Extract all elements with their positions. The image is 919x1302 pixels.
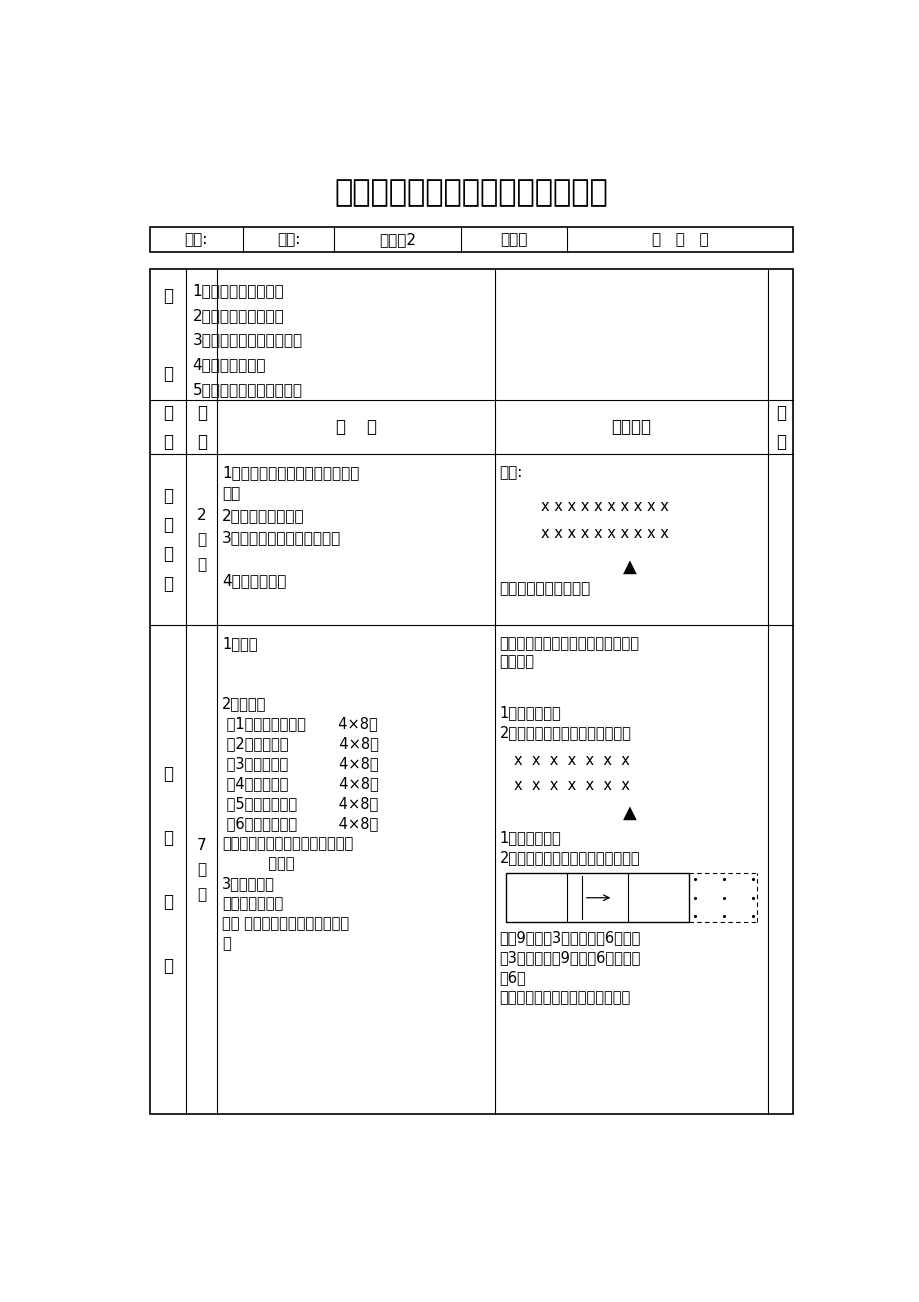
Text: 慢跑两圈: 慢跑两圈 (499, 655, 534, 669)
Text: 性: 性 (221, 936, 231, 952)
Text: 人数: 人数 (221, 487, 240, 501)
Text: 北京航空航天大学体育选修课教案: 北京航空航天大学体育选修课教案 (335, 178, 607, 207)
Text: 两路纵队，绕两块排球场逆时针方向: 两路纵队，绕两块排球场逆时针方向 (499, 635, 639, 651)
Text: 1、慢跑: 1、慢跑 (221, 635, 257, 651)
Text: 队形:: 队形: (499, 465, 522, 480)
Text: （3）体转运动           4×8拍: （3）体转运动 4×8拍 (221, 756, 378, 771)
Text: 进6米: 进6米 (499, 970, 526, 986)
Text: 见习生随班一起做练习: 见习生随班一起做练习 (499, 581, 590, 596)
Text: 内    容: 内 容 (335, 418, 376, 436)
Text: 班级:: 班级: (277, 232, 300, 247)
Text: 1、讲解、示范: 1、讲解、示范 (499, 706, 561, 720)
Text: x x x x x x x x x x: x x x x x x x x x x (540, 499, 668, 514)
Text: 2
分
钟: 2 分 钟 (197, 508, 207, 572)
Text: x x x x x x x x x x: x x x x x x x x x x (540, 526, 668, 540)
Text: 时间：: 时间： (500, 232, 528, 247)
Text: 时
间: 时 间 (197, 404, 207, 450)
Text: 周次：2: 周次：2 (379, 232, 416, 247)
Text: 2、队形：两列横队成体操了形：: 2、队形：两列横队成体操了形： (499, 725, 630, 741)
Text: 2、师生问好、考勤: 2、师生问好、考勤 (221, 508, 304, 523)
Text: ▲: ▲ (623, 803, 637, 822)
Text: 2、学习双手传球技术: 2、学习双手传球技术 (192, 309, 284, 323)
Text: x  x  x  x  x  x  x: x x x x x x x (514, 777, 630, 793)
Text: 3、移动练习: 3、移动练习 (221, 876, 275, 891)
Text: 退3米，再前进9米后退6米，再前: 退3米，再前进9米后退6米，再前 (499, 950, 640, 965)
Text: 2、徒手操: 2、徒手操 (221, 697, 266, 711)
Text: 前进、后退移动: 前进、后退移动 (221, 896, 283, 911)
Text: 教师:: 教师: (185, 232, 208, 247)
Text: 1、讲解、示范: 1、讲解、示范 (499, 829, 561, 845)
Text: （1）扩胸振臂运动       4×8拍: （1）扩胸振臂运动 4×8拍 (221, 716, 378, 730)
Text: （2）体侧运动           4×8拍: （2）体侧运动 4×8拍 (221, 736, 379, 751)
Text: （6）小关节运动         4×8拍: （6）小关节运动 4×8拍 (221, 816, 378, 831)
Text: 3、传、垫球综合技术练习: 3、传、垫球综合技术练习 (192, 332, 302, 348)
Text: x  x  x  x  x  x  x: x x x x x x x (514, 753, 630, 768)
Text: 1、复习双手垫球技术: 1、复习双手垫球技术 (192, 284, 284, 298)
Text: 5、培养认真求实的好学风: 5、培养认真求实的好学风 (192, 381, 302, 397)
Text: （5）膝关节运动         4×8拍: （5）膝关节运动 4×8拍 (221, 796, 378, 811)
Bar (505, 874, 688, 922)
Bar (150, 227, 792, 251)
Text: ▲: ▲ (623, 559, 637, 577)
Text: 3、宣布本次课的内容和要求: 3、宣布本次课的内容和要求 (221, 530, 341, 544)
Text: 2、排球场地：同学分成若干组进行: 2、排球场地：同学分成若干组进行 (499, 850, 640, 865)
Text: 组织教法: 组织教法 (611, 418, 651, 436)
Text: 1、体委集合整队、点名、报告、: 1、体委集合整队、点名、报告、 (221, 465, 359, 480)
Text: （4）俯背运动           4×8拍: （4）俯背运动 4×8拍 (221, 776, 379, 792)
Text: 前进9米后退3米，再前进6米退后: 前进9米后退3米，再前进6米退后 (499, 930, 640, 945)
Text: 4、身体素质练习: 4、身体素质练习 (192, 357, 266, 372)
Text: 有力度: 有力度 (221, 857, 294, 871)
Text: 目的 提高学生的移动能力及灵活: 目的 提高学生的移动能力及灵活 (221, 917, 348, 931)
Text: 任

务: 任 务 (163, 286, 173, 383)
Text: 年   月   日: 年 月 日 (651, 232, 708, 247)
Text: 备
注: 备 注 (775, 404, 785, 450)
Text: 7
分
钟: 7 分 钟 (197, 837, 207, 902)
Text: 4、安排见习生: 4、安排见习生 (221, 573, 286, 587)
Text: 开
始
部
分: 开 始 部 分 (163, 487, 173, 592)
Text: 注意：后退不要过快，避摔倒后仰: 注意：后退不要过快，避摔倒后仰 (499, 990, 630, 1005)
Text: 准

备

部

分: 准 备 部 分 (163, 764, 173, 975)
Bar (150, 270, 792, 1115)
Text: 要求：加大动作幅度、动作到位、: 要求：加大动作幅度、动作到位、 (221, 836, 353, 852)
Text: 部
分: 部 分 (163, 404, 173, 450)
